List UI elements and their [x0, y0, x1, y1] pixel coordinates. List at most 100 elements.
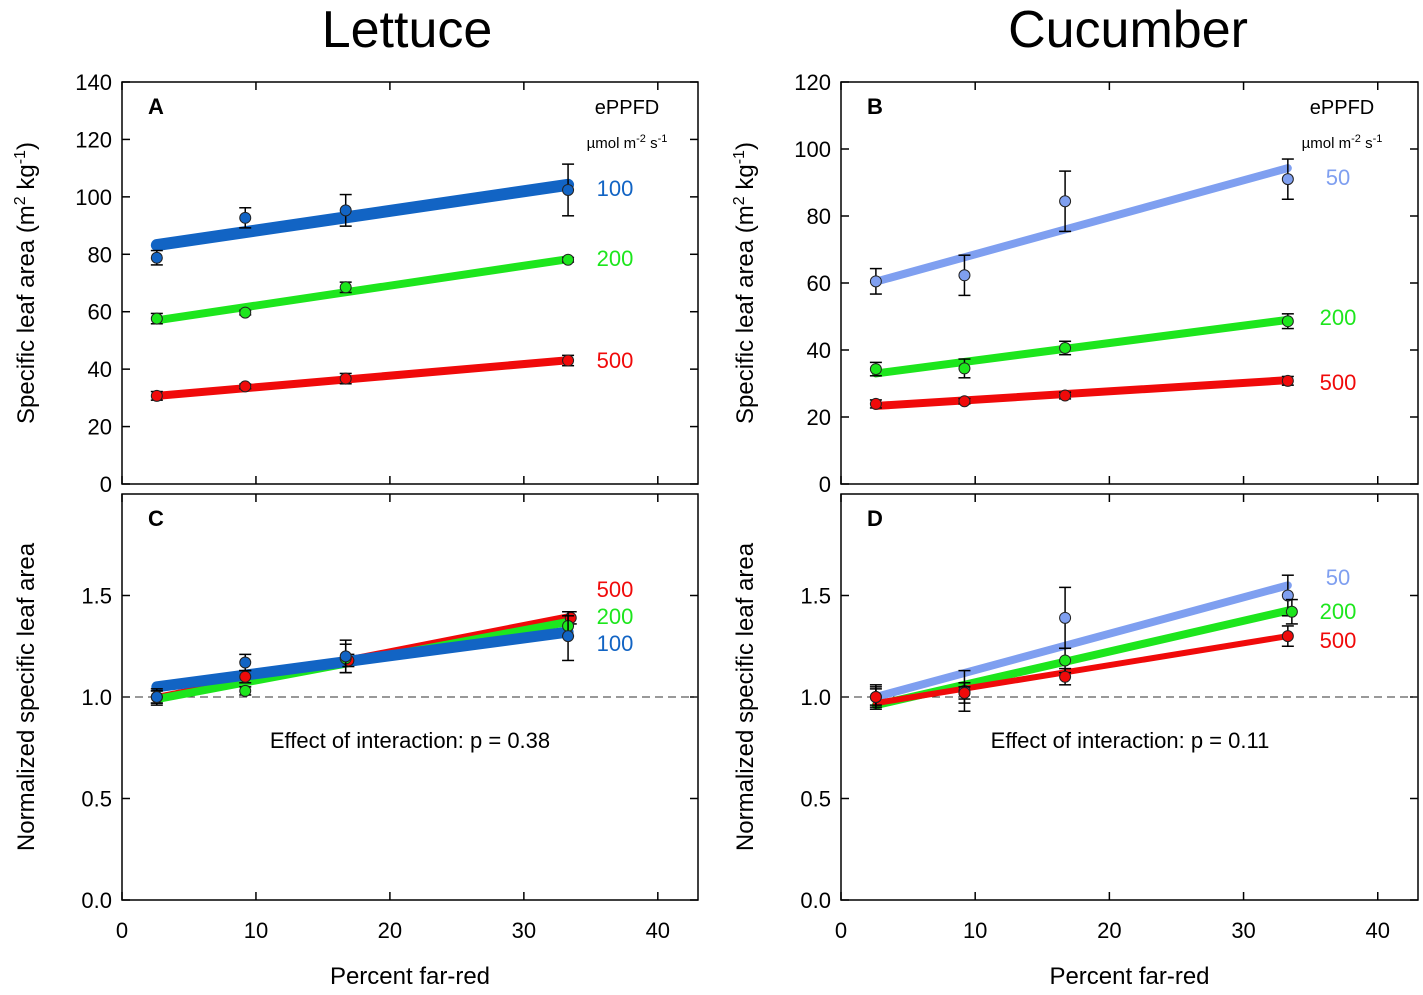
- legend-label-50: 50: [1326, 565, 1350, 590]
- fit-line-500: [872, 633, 1291, 707]
- x-tick-label: 10: [963, 918, 987, 943]
- y-tick-label: 1.0: [800, 685, 831, 710]
- fit-line-500: [871, 376, 1292, 410]
- title-cucumber: Cucumber: [1008, 1, 1248, 59]
- panel-label: D: [867, 506, 883, 531]
- point-50: [958, 269, 971, 282]
- x-tick-label: 0: [116, 918, 128, 943]
- fit-line-100: [150, 178, 575, 252]
- legend-label-200: 200: [597, 604, 634, 629]
- y-axis-label: Normalized specific leaf area: [13, 542, 40, 851]
- point-500: [869, 397, 882, 410]
- panel-d: 0.0 0.5 1.0 1.5 0 10 20 30 40 D 50 200 500 Effect of …: [732, 493, 1419, 990]
- x-tick-label: 0: [835, 918, 847, 943]
- point-200: [1281, 315, 1294, 328]
- y-tick-label: 1.5: [81, 584, 112, 609]
- point-500: [562, 354, 575, 367]
- point-500: [869, 691, 882, 703]
- x-tick-label: 10: [244, 918, 268, 943]
- point-50: [1059, 611, 1072, 624]
- title-lettuce: Lettuce: [322, 1, 493, 59]
- panel-label: B: [867, 94, 883, 119]
- point-200: [239, 684, 252, 697]
- point-50: [1281, 173, 1294, 186]
- y-tick-label: 100: [75, 185, 112, 210]
- x-tick-label: 30: [1231, 918, 1255, 943]
- panel-label: A: [148, 94, 164, 119]
- y-tick-label: 1.0: [81, 685, 112, 710]
- point-500: [339, 372, 352, 385]
- y-tick-label: 60: [807, 271, 831, 296]
- y-tick-label: 140: [75, 70, 112, 95]
- legend-label-200: 200: [1320, 305, 1357, 330]
- point-100: [562, 183, 575, 196]
- fit-line-200: [152, 255, 573, 325]
- point-100: [339, 204, 352, 217]
- point-100: [150, 691, 163, 703]
- y-tick-label: 120: [794, 70, 831, 95]
- y-tick-label: 80: [88, 242, 112, 267]
- point-200: [339, 281, 352, 294]
- y-axis-label: Normalized specific leaf area: [732, 542, 759, 851]
- legend-label-200: 200: [597, 246, 634, 271]
- point-100: [562, 630, 575, 643]
- point-50: [869, 275, 882, 288]
- y-tick-label: 0.0: [800, 888, 831, 913]
- x-axis-label: Percent far-red: [330, 963, 490, 990]
- legend-label-100: 100: [597, 176, 634, 201]
- legend-label-500: 500: [1320, 370, 1357, 395]
- point-500: [958, 686, 971, 699]
- x-tick-label: 40: [646, 918, 670, 943]
- legend-label-500: 500: [597, 348, 634, 373]
- legend-label-100: 100: [597, 631, 634, 656]
- y-tick-label: 100: [794, 137, 831, 162]
- y-tick-label: 80: [807, 204, 831, 229]
- x-axis-label: Percent far-red: [1049, 963, 1209, 990]
- point-500: [239, 670, 252, 683]
- x-tick-label: 40: [1366, 918, 1390, 943]
- point-100: [239, 656, 252, 669]
- y-tick-label: 40: [88, 357, 112, 382]
- legend-header: ePPFD: [1310, 97, 1374, 119]
- x-tick-label: 20: [378, 918, 402, 943]
- legend-label-200: 200: [1320, 599, 1357, 624]
- y-tick-label: 0: [819, 472, 831, 497]
- point-200: [1285, 605, 1298, 618]
- legend-header: ePPFD: [595, 97, 659, 119]
- point-100: [239, 211, 252, 224]
- y-tick-label: 0.0: [81, 888, 112, 913]
- fit-line-100: [151, 626, 574, 693]
- point-100: [150, 251, 163, 264]
- point-500: [150, 389, 163, 402]
- y-tick-label: 20: [807, 405, 831, 430]
- point-200: [562, 253, 575, 266]
- y-tick-label: 120: [75, 127, 112, 152]
- interaction-annotation: Effect of interaction: p = 0.38: [270, 728, 550, 753]
- point-200: [239, 306, 252, 319]
- point-50: [1059, 195, 1072, 208]
- point-50: [1281, 589, 1294, 602]
- fit-line-50: [871, 581, 1292, 701]
- interaction-annotation: Effect of interaction: p = 0.11: [991, 728, 1270, 753]
- y-tick-label: 1.5: [800, 584, 831, 609]
- point-500: [1281, 630, 1294, 643]
- point-500: [1059, 389, 1072, 402]
- point-200: [1059, 654, 1072, 667]
- fit-line-200: [871, 315, 1292, 378]
- y-tick-label: 0.5: [800, 787, 831, 812]
- y-tick-label: 0: [100, 472, 112, 497]
- x-tick-label: 20: [1097, 918, 1121, 943]
- point-500: [1281, 374, 1294, 387]
- y-tick-label: 0.5: [81, 787, 112, 812]
- point-200: [869, 363, 882, 376]
- panel-label: C: [148, 506, 164, 531]
- y-axis-label: Specific leaf area (m2 kg-1): [731, 142, 759, 424]
- plot-frame: [121, 81, 699, 485]
- panel-a: 0 20 40 60 80 100 120 140 A 100 200 500 ePPFD µmol m-…: [12, 70, 699, 497]
- y-tick-label: 60: [88, 300, 112, 325]
- y-axis-label: Specific leaf area (m2 kg-1): [12, 142, 40, 424]
- point-500: [1059, 670, 1072, 683]
- point-200: [958, 362, 971, 375]
